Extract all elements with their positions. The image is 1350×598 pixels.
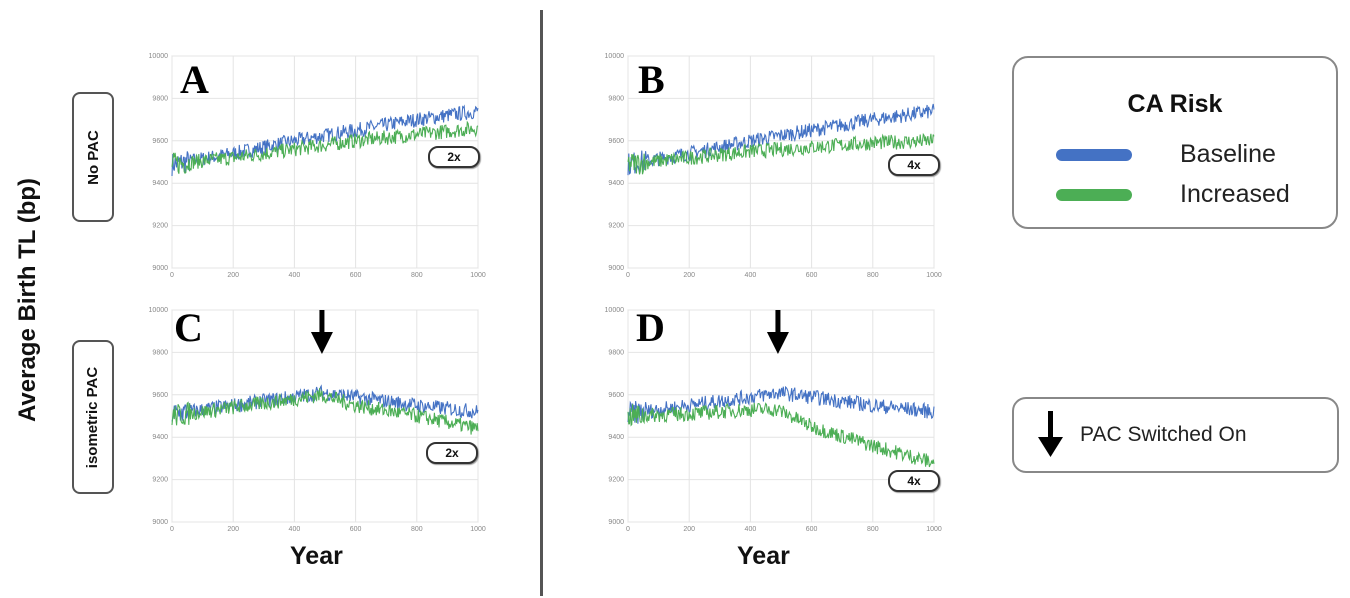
svg-text:9400: 9400 xyxy=(152,434,168,441)
svg-text:9000: 9000 xyxy=(152,265,168,272)
svg-text:600: 600 xyxy=(806,272,818,279)
legend-label: Increased xyxy=(1180,180,1290,208)
svg-text:200: 200 xyxy=(683,272,695,279)
legend-item-increased: Increased xyxy=(1056,180,1290,209)
svg-text:9400: 9400 xyxy=(152,180,168,187)
x-axis-label-left: Year xyxy=(290,542,343,570)
svg-text:9600: 9600 xyxy=(608,138,624,145)
svg-text:400: 400 xyxy=(745,526,757,533)
svg-text:1000: 1000 xyxy=(926,526,942,533)
svg-text:9400: 9400 xyxy=(608,180,624,187)
svg-text:600: 600 xyxy=(806,526,818,533)
svg-text:0: 0 xyxy=(626,272,630,279)
svg-text:1000: 1000 xyxy=(470,526,486,533)
svg-text:9800: 9800 xyxy=(152,95,168,102)
legend-box: CA Risk Baseline Increased xyxy=(1012,56,1338,229)
svg-text:9000: 9000 xyxy=(152,519,168,526)
svg-text:0: 0 xyxy=(626,526,630,533)
row-label-isometric-pac: isometric PAC xyxy=(72,340,114,494)
svg-text:9600: 9600 xyxy=(608,392,624,399)
svg-text:9000: 9000 xyxy=(608,265,624,272)
svg-text:0: 0 xyxy=(170,526,174,533)
panel-letter: B xyxy=(638,57,665,102)
svg-text:400: 400 xyxy=(289,272,301,279)
svg-text:800: 800 xyxy=(867,526,879,533)
svg-text:9800: 9800 xyxy=(608,349,624,356)
legend-title: CA Risk xyxy=(1127,90,1223,118)
svg-text:600: 600 xyxy=(350,272,362,279)
y-axis-label: Average Birth TL (bp) xyxy=(14,177,41,423)
multiplier-badge: 2x xyxy=(426,442,478,464)
svg-text:200: 200 xyxy=(227,272,239,279)
chart-canvas: 0 200 400 600 800 1000 9000 9200 9400 9600 9800 100… xyxy=(605,307,942,533)
svg-text:9800: 9800 xyxy=(152,349,168,356)
svg-text:9200: 9200 xyxy=(152,477,168,484)
panel-letter: C xyxy=(174,305,203,350)
pac-legend-box: PAC Switched On xyxy=(1012,397,1339,473)
legend-label: Baseline xyxy=(1180,140,1276,168)
row-label-text: No PAC xyxy=(84,129,102,185)
chart-canvas: 0 200 400 600 800 1000 9000 9200 9400 9600 9800 100… xyxy=(605,53,942,279)
svg-text:10000: 10000 xyxy=(605,307,625,314)
svg-text:10000: 10000 xyxy=(149,53,169,60)
svg-text:400: 400 xyxy=(289,526,301,533)
multiplier-badge: 4x xyxy=(888,154,940,176)
svg-text:9800: 9800 xyxy=(608,95,624,102)
svg-text:200: 200 xyxy=(683,526,695,533)
panel-divider xyxy=(540,10,543,596)
svg-text:400: 400 xyxy=(745,272,757,279)
svg-text:800: 800 xyxy=(411,526,423,533)
svg-text:800: 800 xyxy=(867,272,879,279)
svg-text:9200: 9200 xyxy=(152,223,168,230)
svg-text:9200: 9200 xyxy=(608,223,624,230)
multiplier-badge: 2x xyxy=(428,146,480,168)
chart-panel-c: 0 200 400 600 800 1000 9000 9200 9400 9600 9800 100… xyxy=(140,304,490,534)
svg-text:9000: 9000 xyxy=(608,519,624,526)
svg-text:9200: 9200 xyxy=(608,477,624,484)
multiplier-badge: 4x xyxy=(888,470,940,492)
svg-text:800: 800 xyxy=(411,272,423,279)
down-arrow-icon xyxy=(1038,411,1063,457)
row-label-no-pac: No PAC xyxy=(72,92,114,222)
chart-panel-a: 0 200 400 600 800 1000 9000 9200 9400 9600 9800 100… xyxy=(140,50,490,280)
legend-swatch-increased xyxy=(1056,188,1132,201)
svg-text:1000: 1000 xyxy=(926,272,942,279)
panel-letter: D xyxy=(636,305,665,350)
chart-canvas: 0 200 400 600 800 1000 9000 9200 9400 9600 9800 100… xyxy=(149,53,486,279)
svg-text:600: 600 xyxy=(350,526,362,533)
pac-legend-label: PAC Switched On xyxy=(1080,423,1247,446)
panel-letter: A xyxy=(180,57,209,102)
x-axis-label-right: Year xyxy=(737,542,790,570)
svg-text:0: 0 xyxy=(170,272,174,279)
svg-text:9600: 9600 xyxy=(152,138,168,145)
svg-text:200: 200 xyxy=(227,526,239,533)
svg-text:9600: 9600 xyxy=(152,392,168,399)
legend-swatch-baseline xyxy=(1056,148,1132,161)
chart-panel-d: 0 200 400 600 800 1000 9000 9200 9400 9600 9800 100… xyxy=(596,304,946,534)
svg-text:9400: 9400 xyxy=(608,434,624,441)
row-label-text: isometric PAC xyxy=(84,366,102,468)
svg-text:1000: 1000 xyxy=(470,272,486,279)
svg-text:10000: 10000 xyxy=(605,53,625,60)
svg-text:10000: 10000 xyxy=(149,307,169,314)
legend-item-baseline: Baseline xyxy=(1056,140,1276,169)
chart-canvas: 0 200 400 600 800 1000 9000 9200 9400 9600 9800 100… xyxy=(149,307,486,533)
chart-panel-b: 0 200 400 600 800 1000 9000 9200 9400 9600 9800 100… xyxy=(596,50,946,280)
